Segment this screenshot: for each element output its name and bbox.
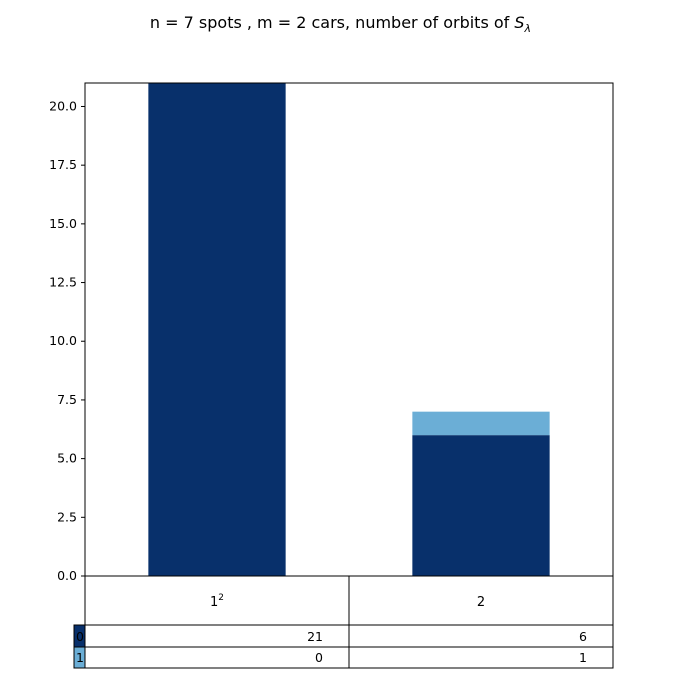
table-cell-value-0-0: 21: [307, 629, 323, 644]
y-tick-label-2: 5.0: [57, 451, 77, 466]
table-row-label-0: 0: [76, 629, 84, 644]
bar-series-1-cat-1: [412, 411, 550, 436]
table-row-label-1: 1: [76, 650, 84, 665]
y-tick-label-4: 10.0: [49, 333, 77, 348]
y-tick-label-1: 2.5: [57, 509, 77, 524]
y-tick-label-7: 17.5: [49, 157, 77, 172]
table-cell-1-0: [84, 646, 350, 669]
table-header-label-0: 12: [210, 593, 224, 610]
bar-series-0-cat-0: [148, 83, 286, 576]
table-cell-value-0-1: 6: [579, 629, 587, 644]
table-cell-1-1: [348, 646, 614, 669]
y-tick-label-3: 7.5: [57, 392, 77, 407]
table-cell-value-1-0: 0: [315, 650, 323, 665]
table-cell-value-1-1: 1: [579, 650, 587, 665]
y-tick-label-5: 12.5: [49, 275, 77, 290]
table-cell-0-1: [348, 624, 614, 648]
bar-series-0-cat-1: [412, 435, 550, 576]
chart-title: n = 7 spots , m = 2 cars, number of orbi…: [149, 13, 532, 36]
y-tick-label-6: 15.0: [49, 216, 77, 231]
y-tick-label-8: 20.0: [49, 98, 77, 113]
y-tick-label-0: 0.0: [57, 568, 77, 583]
table-header-label-1: 2: [477, 595, 485, 610]
table-header-cell-0: [84, 575, 350, 626]
